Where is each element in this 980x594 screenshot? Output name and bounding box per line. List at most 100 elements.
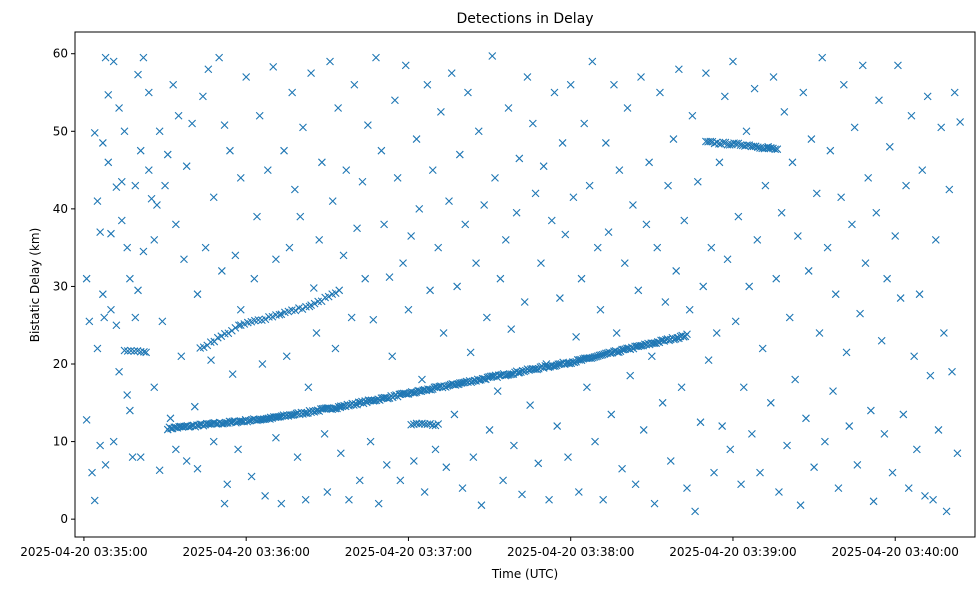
data-point: [171, 445, 180, 454]
data-point: [312, 329, 321, 337]
data-point: [90, 128, 99, 137]
data-point: [426, 286, 434, 295]
data-point: [100, 313, 109, 322]
data-point: [696, 418, 705, 427]
data-point: [166, 414, 175, 423]
data-point: [93, 197, 102, 205]
data-point: [923, 92, 932, 101]
data-point: [174, 111, 183, 120]
data-point: [307, 69, 315, 78]
track-point-high: [773, 145, 782, 154]
data-point: [775, 488, 783, 496]
data-point: [282, 352, 291, 361]
data-point: [171, 220, 180, 229]
data-point: [361, 274, 370, 283]
y-tick-label: 40: [53, 202, 68, 216]
track-point-main: [636, 341, 644, 350]
data-point: [677, 383, 686, 392]
data-point: [96, 441, 105, 450]
data-point: [547, 216, 556, 225]
data-point: [739, 383, 748, 392]
data-point: [940, 329, 948, 337]
data-point: [220, 121, 229, 129]
data-point: [150, 236, 159, 244]
data-point: [161, 181, 169, 190]
y-axis-label: Bistatic Delay (km): [28, 228, 42, 343]
x-axis-label: Time (UTC): [491, 567, 558, 581]
data-point: [658, 398, 667, 407]
data-point: [328, 197, 337, 205]
data-point: [864, 173, 873, 182]
track-point-upper: [310, 299, 319, 308]
data-point: [107, 229, 115, 238]
data-point: [791, 375, 800, 384]
data-point: [572, 332, 581, 341]
data-point: [796, 501, 805, 510]
data-point: [539, 162, 548, 171]
data-point: [155, 127, 164, 136]
data-point: [569, 193, 578, 202]
data-point: [620, 259, 629, 268]
data-point: [474, 127, 483, 136]
data-point: [772, 274, 781, 283]
data-point: [153, 201, 161, 209]
data-point: [523, 73, 532, 81]
data-point: [82, 415, 91, 424]
data-point: [888, 468, 897, 477]
data-point: [250, 274, 259, 283]
data-point: [439, 329, 448, 337]
track-point-main: [338, 402, 347, 411]
data-point: [263, 166, 272, 174]
data-point: [423, 80, 432, 89]
data-point: [629, 201, 637, 209]
track-point-main: [518, 366, 527, 375]
data-point: [466, 348, 475, 357]
y-tick-label: 20: [53, 357, 68, 371]
data-point: [242, 73, 251, 81]
data-point: [488, 52, 497, 60]
data-point: [661, 298, 670, 306]
y-tick-label: 50: [53, 124, 68, 138]
data-point: [510, 441, 518, 450]
data-point: [718, 422, 727, 430]
track-point-main: [425, 385, 434, 394]
data-point: [861, 259, 870, 268]
data-point: [477, 501, 486, 510]
data-point: [555, 294, 564, 302]
data-point: [583, 383, 591, 392]
data-point: [150, 383, 159, 392]
data-point: [90, 496, 99, 505]
data-point: [131, 181, 140, 190]
data-point: [180, 255, 188, 264]
data-point: [699, 282, 708, 291]
track-point-main: [312, 407, 320, 415]
track-point-high: [715, 139, 723, 148]
data-point: [531, 189, 540, 198]
track-point-main: [494, 371, 503, 380]
data-point: [434, 243, 443, 252]
data-point: [431, 445, 440, 454]
data-point: [182, 457, 191, 465]
data-point: [683, 484, 691, 493]
track-point-main: [266, 415, 274, 423]
data-point: [626, 371, 635, 380]
data-point: [607, 410, 616, 419]
data-point: [815, 329, 824, 337]
data-point: [345, 495, 353, 504]
track-point-main: [300, 409, 309, 417]
track-point-upper: [324, 292, 333, 301]
data-point: [566, 80, 575, 89]
data-point: [950, 88, 959, 97]
track-point-main: [531, 365, 540, 373]
data-point: [366, 437, 375, 446]
data-point: [799, 88, 808, 97]
data-point: [320, 429, 329, 438]
data-point: [334, 104, 343, 112]
data-point: [209, 437, 218, 446]
data-point: [418, 375, 426, 384]
data-point: [856, 309, 864, 318]
data-point: [837, 193, 846, 202]
data-point: [391, 96, 399, 105]
track-point-upper: [302, 302, 310, 311]
